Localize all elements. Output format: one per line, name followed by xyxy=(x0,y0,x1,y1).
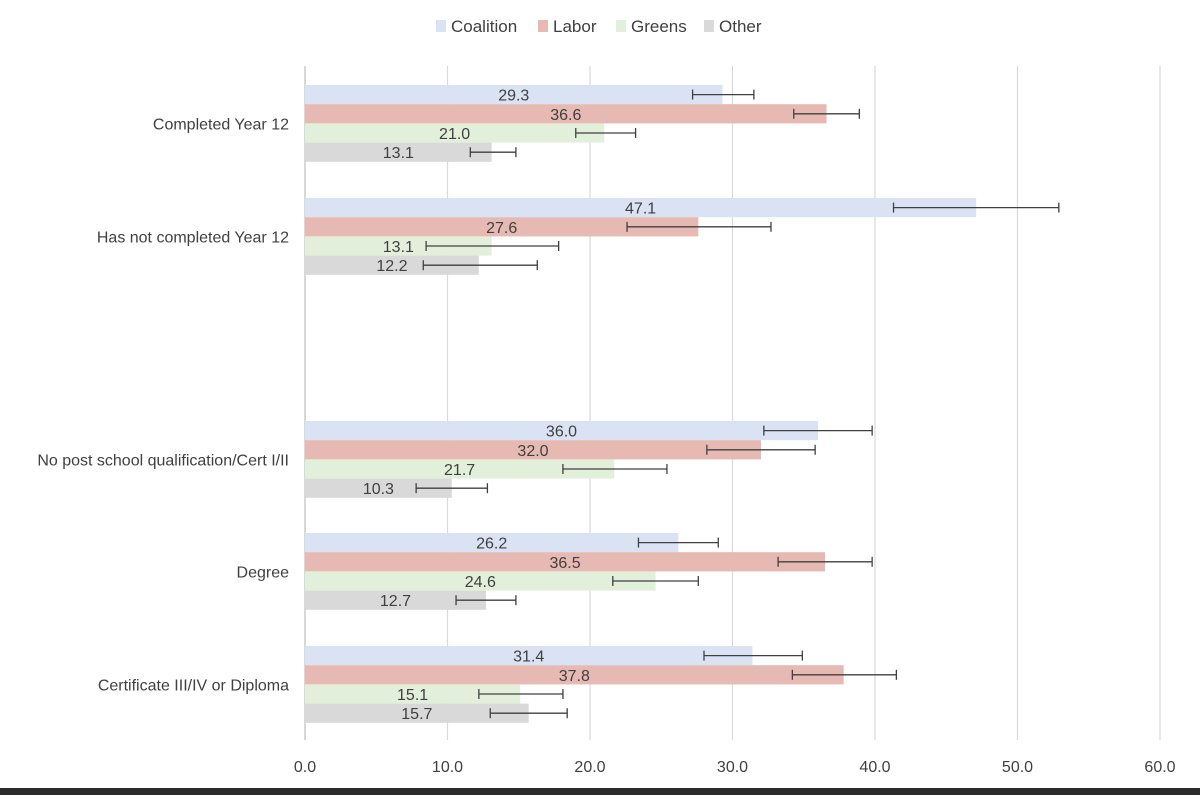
legend: Coalition Labor Greens Other xyxy=(436,17,762,36)
bar xyxy=(305,684,521,704)
bar xyxy=(305,478,452,498)
legend-swatch xyxy=(704,20,714,32)
category-label: No post school qualification/Cert I/II xyxy=(37,452,289,469)
data-label: 10.3 xyxy=(363,481,394,498)
bar xyxy=(305,421,818,441)
bar xyxy=(305,459,615,479)
bar xyxy=(305,571,656,591)
legend-label: Other xyxy=(719,17,762,36)
bar xyxy=(305,440,761,460)
bar xyxy=(305,142,492,162)
data-label: 13.1 xyxy=(383,239,414,256)
category-label: Certificate III/IV or Diploma xyxy=(98,677,289,694)
bar xyxy=(305,646,753,666)
legend-label: Coalition xyxy=(451,17,517,36)
legend-swatch xyxy=(538,20,548,32)
bar xyxy=(305,665,844,685)
data-label: 15.1 xyxy=(397,687,428,704)
bar xyxy=(305,703,529,723)
data-label: 21.0 xyxy=(439,126,470,143)
bar xyxy=(305,590,486,610)
bar xyxy=(305,552,826,572)
bars: 29.3 36.6 21.0 13.1 47.1 27.6 13.1 12.2 36.0 32.0… xyxy=(305,85,1060,723)
category-label: Completed Year 12 xyxy=(153,116,289,133)
x-axis-ticks: 0.0 10.0 20.0 30.0 40.0 50.0 60.0 xyxy=(294,759,1176,776)
x-tick-label: 20.0 xyxy=(574,759,605,776)
bar xyxy=(305,123,605,143)
data-label: 21.7 xyxy=(444,462,475,479)
data-label: 47.1 xyxy=(625,201,656,218)
data-label: 26.2 xyxy=(476,536,507,553)
data-label: 29.3 xyxy=(498,88,529,105)
data-label: 31.4 xyxy=(513,649,544,666)
legend-swatch xyxy=(436,20,446,32)
x-tick-label: 50.0 xyxy=(1002,759,1033,776)
legend-label: Greens xyxy=(631,17,687,36)
bar xyxy=(305,217,699,237)
x-tick-label: 60.0 xyxy=(1144,759,1175,776)
data-label: 37.8 xyxy=(559,668,590,685)
data-label: 13.1 xyxy=(383,145,414,162)
data-label: 24.6 xyxy=(465,574,496,591)
data-label: 36.6 xyxy=(550,107,581,124)
legend-swatch xyxy=(616,20,626,32)
x-tick-label: 10.0 xyxy=(432,759,463,776)
bar xyxy=(305,236,492,256)
x-tick-label: 40.0 xyxy=(859,759,890,776)
data-label: 32.0 xyxy=(517,443,548,460)
data-label: 15.7 xyxy=(401,706,432,723)
bar xyxy=(305,85,723,105)
data-label: 36.0 xyxy=(546,424,577,441)
bar xyxy=(305,533,679,553)
category-label: Has not completed Year 12 xyxy=(97,229,289,246)
category-labels: Completed Year 12 Has not completed Year … xyxy=(37,116,289,694)
data-label: 36.5 xyxy=(549,555,580,572)
data-label: 27.6 xyxy=(486,220,517,237)
x-tick-label: 0.0 xyxy=(294,759,316,776)
data-label: 12.7 xyxy=(380,593,411,610)
legend-label: Labor xyxy=(553,17,597,36)
bar xyxy=(305,104,827,124)
bar xyxy=(305,198,977,218)
data-label: 12.2 xyxy=(376,258,407,275)
bottom-strip xyxy=(0,788,1200,795)
category-label: Degree xyxy=(237,564,290,581)
gridlines xyxy=(304,66,1161,740)
x-tick-label: 30.0 xyxy=(717,759,748,776)
bar xyxy=(305,255,479,275)
